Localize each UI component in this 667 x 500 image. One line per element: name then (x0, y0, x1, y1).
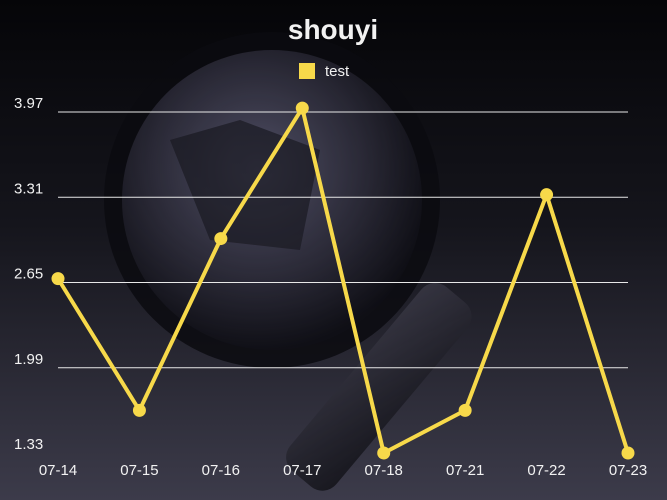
x-tick-label: 07-18 (365, 462, 403, 479)
data-point[interactable] (621, 446, 635, 460)
series-test (51, 101, 635, 460)
y-tick-label: 1.33 (14, 436, 43, 453)
data-point[interactable] (540, 188, 554, 202)
y-tick-label: 1.99 (14, 351, 43, 368)
chart-title: shouyi (288, 14, 378, 45)
y-axis-ticks: 1.33 1.99 2.65 3.31 3.97 (14, 95, 43, 453)
x-tick-label: 07-14 (39, 462, 77, 479)
x-axis-ticks: 07-14 07-15 07-16 07-17 07-18 07-21 07-22 07-23 (39, 462, 647, 479)
x-tick-label: 07-16 (202, 462, 240, 479)
data-point[interactable] (51, 272, 65, 286)
y-tick-label: 3.97 (14, 95, 43, 112)
x-tick-label: 07-22 (527, 462, 565, 479)
legend-label: test (325, 63, 350, 80)
x-tick-label: 07-17 (283, 462, 321, 479)
legend-swatch (299, 63, 315, 79)
data-point[interactable] (295, 101, 309, 115)
x-tick-label: 07-21 (446, 462, 484, 479)
data-point[interactable] (214, 232, 228, 246)
y-tick-label: 2.65 (14, 266, 43, 283)
data-point[interactable] (377, 446, 391, 460)
data-point[interactable] (458, 403, 472, 417)
data-point[interactable] (132, 403, 146, 417)
magnifying-glass-icon (104, 32, 472, 491)
legend[interactable]: test (299, 63, 350, 80)
series-line (56, 106, 630, 455)
x-tick-label: 07-15 (120, 462, 158, 479)
y-tick-label: 3.31 (14, 180, 43, 197)
x-tick-label: 07-23 (609, 462, 647, 479)
